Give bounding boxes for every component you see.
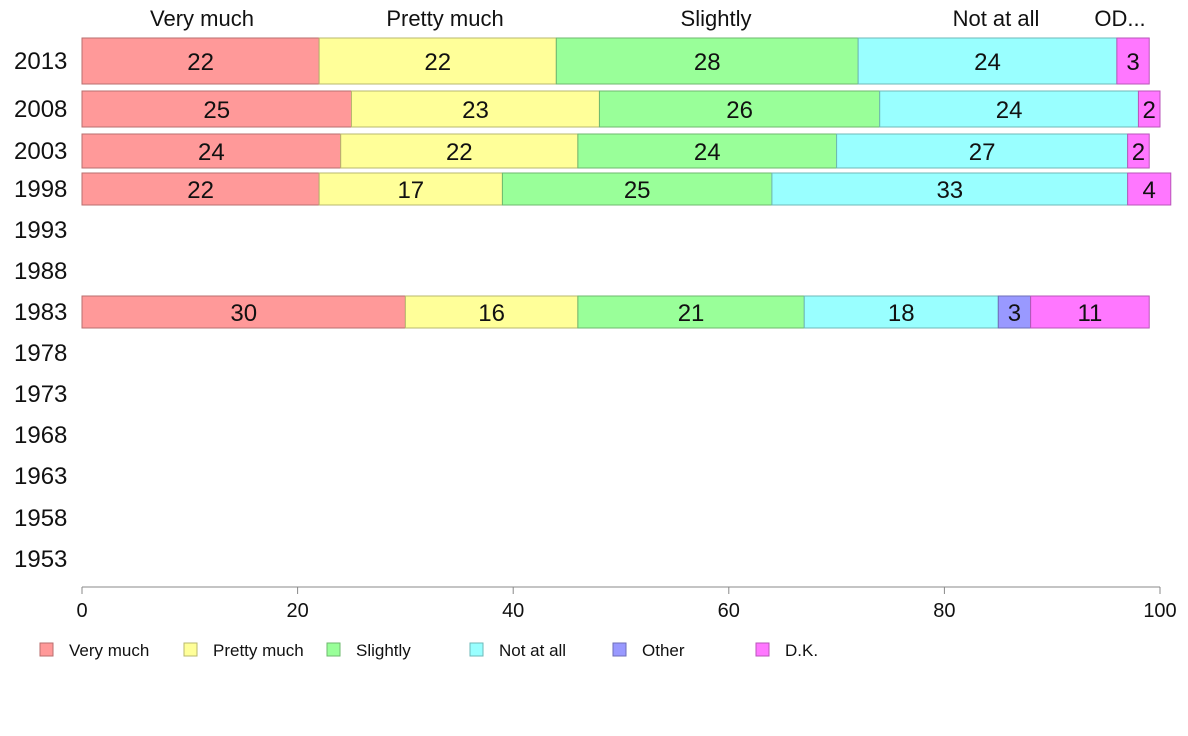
bar-label-1983-1: 16 [478,300,505,327]
legend-label-4: Other [642,641,685,660]
legend-label-3: Not at all [499,641,566,660]
bar-label-2003-0: 24 [198,139,225,166]
year-label-1953: 1953 [14,546,67,573]
legend-label-1: Pretty much [213,641,304,660]
bar-2003-slightly [577,133,838,169]
bar-label-2008-3: 24 [996,97,1023,124]
bar-1983-other [997,295,1032,329]
bar-label-2008-2: 26 [726,97,753,124]
bar-label-1983-3: 18 [888,300,915,327]
bar-label-1998-2: 25 [624,177,651,204]
bar-2013-pretty-much [318,37,557,85]
bar-label-2003-2: 24 [694,139,721,166]
bar-label-2003-1: 22 [446,139,473,166]
x-tick-label-80: 80 [933,600,955,622]
bar-label-2003-3: 27 [969,139,996,166]
bar-2013-very-much [81,37,320,85]
bar-label-2013-1: 22 [424,49,451,76]
legend-label-2: Slightly [356,641,411,660]
bar-1998-very-much [81,172,320,206]
bar-label-2008-1: 23 [462,97,489,124]
bar-label-2013-3: 24 [974,49,1001,76]
top-category-labels: Very much Pretty much Slightly Not at all OD… [150,6,1146,31]
bar-label-1998-1: 17 [397,177,424,204]
x-axis: 0 20 40 60 80 100 [76,586,1177,622]
bar-2008-slightly [598,90,881,128]
x-tick-label-0: 0 [76,600,87,622]
legend-swatch-4 [612,642,627,657]
bar-2008-d-k- [1137,90,1161,128]
year-label-2003: 2003 [14,138,67,165]
year-label-1998: 1998 [14,176,67,203]
year-label-1968: 1968 [14,422,67,449]
bar-label-1983-2: 21 [678,300,705,327]
bar-1983-slightly [577,295,805,329]
bar-label-1983-4: 3 [1008,300,1021,327]
top-label-2: Slightly [681,6,752,31]
bar-label-1998-3: 33 [936,177,963,204]
bar-label-1983-5: 11 [1077,300,1102,327]
bar-2003-d-k- [1127,133,1150,169]
legend-label-0: Very much [69,641,149,660]
legend-label-5: D.K. [785,641,818,660]
bar-label-1998-0: 22 [187,177,214,204]
bar-2013-slightly [555,37,859,85]
bars: 22 22 28 24 325 23 26 24 224 22 24 27 222 17 25 33 430 16… [81,37,1172,329]
bar-label-2013-2: 28 [694,49,721,76]
bar-label-2013-5: 3 [1126,49,1139,76]
year-label-1963: 1963 [14,463,67,490]
top-label-0: Very much [150,6,254,31]
bar-label-1983-0: 30 [230,300,257,327]
year-label-1973: 1973 [14,381,67,408]
legend-swatch-3 [469,642,484,657]
bar-label-2013-0: 22 [187,49,214,76]
bar-label-2003-5: 2 [1132,139,1145,166]
year-labels: 2013 2008 2003 1998 1993 1988 1983 1978 1973 1968… [14,48,67,573]
bar-2008-not-at-all [879,90,1139,128]
bar-2003-very-much [81,133,342,169]
x-tick-label-100: 100 [1143,600,1176,622]
bar-1998-not-at-all [771,172,1129,206]
bar-2013-not-at-all [857,37,1118,85]
year-label-2008: 2008 [14,96,67,123]
bar-label-1998-5: 4 [1143,177,1156,204]
legend-swatch-1 [183,642,198,657]
bar-label-2008-5: 2 [1143,97,1156,124]
legend-swatch-5 [755,642,770,657]
year-label-2013: 2013 [14,48,67,75]
top-label-1: Pretty much [386,6,503,31]
year-label-1958: 1958 [14,505,67,532]
top-label-4: OD... [1094,6,1145,31]
legend-swatch-0 [39,642,54,657]
year-label-1988: 1988 [14,258,67,285]
year-label-1978: 1978 [14,340,67,367]
bar-2008-pretty-much [351,90,600,128]
x-tick-label-60: 60 [718,600,740,622]
x-tick-label-40: 40 [502,600,524,622]
bar-2008-very-much [81,90,352,128]
bar-2003-not-at-all [836,133,1129,169]
legend-swatch-2 [326,642,341,657]
bar-2003-pretty-much [340,133,579,169]
bar-1998-d-k- [1127,172,1172,206]
top-label-3: Not at all [953,6,1040,31]
bar-label-2008-0: 25 [203,97,230,124]
year-label-1983: 1983 [14,299,67,326]
legend: Very much Pretty much Slightly Not at all Ot… [39,641,818,660]
x-tick-label-20: 20 [286,600,308,622]
bar-1983-d-k- [1030,295,1150,329]
year-label-1993: 1993 [14,217,67,244]
bar-2013-d-k- [1116,37,1150,85]
